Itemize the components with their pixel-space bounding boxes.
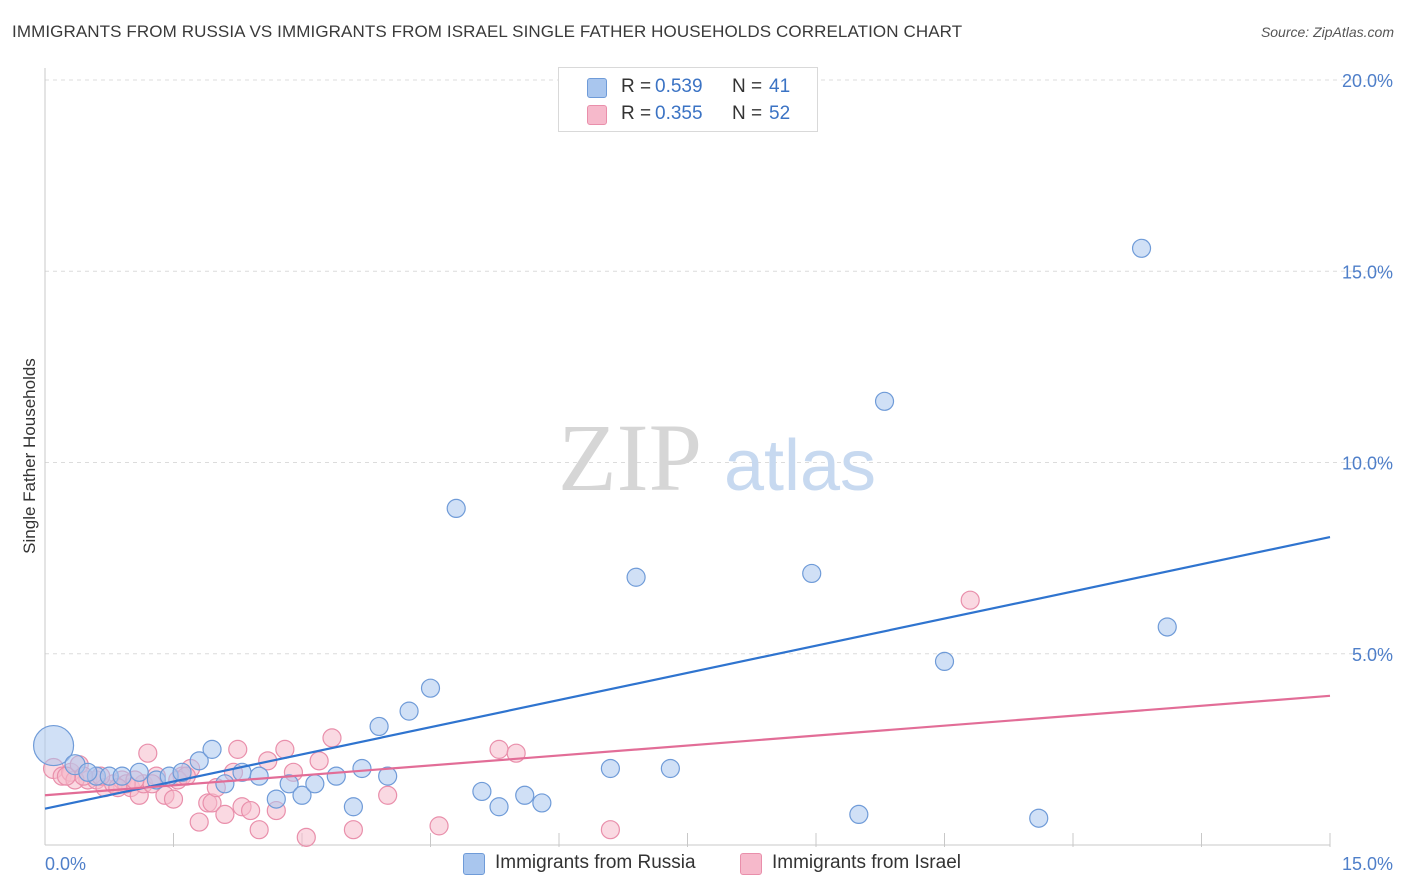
data-point-russia [600, 758, 621, 779]
data-point-russia [172, 762, 192, 782]
data-point-russia [472, 781, 492, 802]
data-point-russia [279, 774, 299, 794]
watermark-zip: ZIP [558, 404, 702, 511]
legend-label-russia: Immigrants from Russia [495, 852, 696, 873]
data-point-russia [399, 701, 419, 721]
source-label: Source: ZipAtlas.com [1260, 24, 1394, 40]
data-point-israel [429, 816, 449, 836]
legend-n-label: N = [732, 103, 763, 124]
data-point-russia [1131, 238, 1152, 258]
data-point-israel [241, 800, 261, 821]
data-point-russia [626, 567, 646, 587]
data-point-russia [352, 758, 372, 779]
x-tick-label: 0.0% [45, 854, 86, 874]
data-point-israel [489, 739, 509, 759]
data-point-russia [343, 797, 363, 817]
data-point-russia [934, 651, 955, 672]
legend-swatch-israel [740, 853, 762, 875]
watermark: ZIP atlas [558, 404, 876, 511]
data-point-russia [202, 739, 222, 759]
data-point-russia [129, 762, 149, 782]
y-axis-title: Single Father Households [20, 358, 39, 554]
data-point-israel [249, 820, 269, 840]
data-point-israel [189, 812, 209, 832]
data-point-israel [960, 590, 980, 610]
x-tick-label: 15.0% [1342, 854, 1393, 874]
legend-r-label: R = [621, 103, 652, 124]
legend-n-value: 52 [769, 103, 791, 124]
data-point-israel [309, 751, 329, 771]
data-point-russia [1157, 617, 1177, 637]
data-point-russia [849, 804, 869, 825]
data-point-russia [249, 766, 269, 786]
data-point-israel [163, 789, 184, 809]
data-point-russia [32, 724, 75, 767]
data-point-russia [532, 793, 552, 813]
legend-r-label: R = [621, 76, 652, 97]
data-point-israel [228, 739, 248, 759]
data-point-russia [489, 797, 509, 817]
trend-lines [44, 536, 1331, 810]
data-point-russia [420, 678, 441, 698]
data-point-russia [660, 758, 680, 779]
data-point-russia [189, 751, 209, 771]
data-point-russia [1029, 808, 1049, 828]
legend-swatch-russia [587, 78, 607, 98]
data-point-russia [305, 774, 325, 794]
data-point-israel [138, 743, 158, 763]
x-tick-labels: 0.0% 15.0% [45, 854, 1393, 874]
data-point-russia [515, 785, 535, 805]
legend-swatch-russia [463, 853, 485, 875]
data-point-russia [446, 498, 466, 518]
series-israel-points [42, 590, 980, 847]
watermark-atlas: atlas [724, 426, 876, 506]
data-point-israel [378, 785, 398, 805]
data-point-russia [326, 766, 346, 786]
legend-swatch-israel [587, 105, 607, 125]
y-tick-label: 5.0% [1352, 645, 1393, 665]
data-point-israel [215, 804, 235, 825]
data-point-israel [296, 827, 316, 847]
legend-label-israel: Immigrants from Israel [772, 852, 961, 873]
y-tick-label: 20.0% [1342, 71, 1393, 91]
data-point-russia [802, 563, 822, 584]
y-tick-label: 15.0% [1342, 262, 1393, 282]
data-point-russia [266, 789, 286, 809]
data-point-russia [215, 774, 235, 794]
grid [45, 79, 1392, 655]
legend-n-value: 41 [769, 76, 791, 97]
legend-r-value: 0.355 [655, 103, 703, 124]
data-point-russia [292, 785, 312, 805]
y-tick-labels: 5.0% 10.0% 15.0% 20.0% [1342, 71, 1393, 665]
legend-r-value: 0.539 [655, 76, 703, 97]
data-point-israel [322, 728, 342, 748]
data-point-israel [600, 820, 621, 840]
y-tick-label: 10.0% [1342, 454, 1393, 474]
chart-title: IMMIGRANTS FROM RUSSIA VS IMMIGRANTS FRO… [12, 22, 963, 41]
data-point-israel [343, 820, 363, 840]
trend-line-israel [44, 694, 1331, 797]
data-point-russia [112, 766, 132, 786]
series-russia-points [32, 238, 1177, 828]
data-point-russia [874, 391, 895, 411]
trend-line-russia [44, 536, 1331, 810]
data-point-russia [369, 716, 389, 737]
correlation-legend: R = 0.539 N = 41 R = 0.355 N = 52 [558, 67, 818, 132]
data-point-russia [378, 766, 398, 786]
legend-n-label: N = [732, 76, 763, 97]
data-point-russia [78, 762, 98, 782]
